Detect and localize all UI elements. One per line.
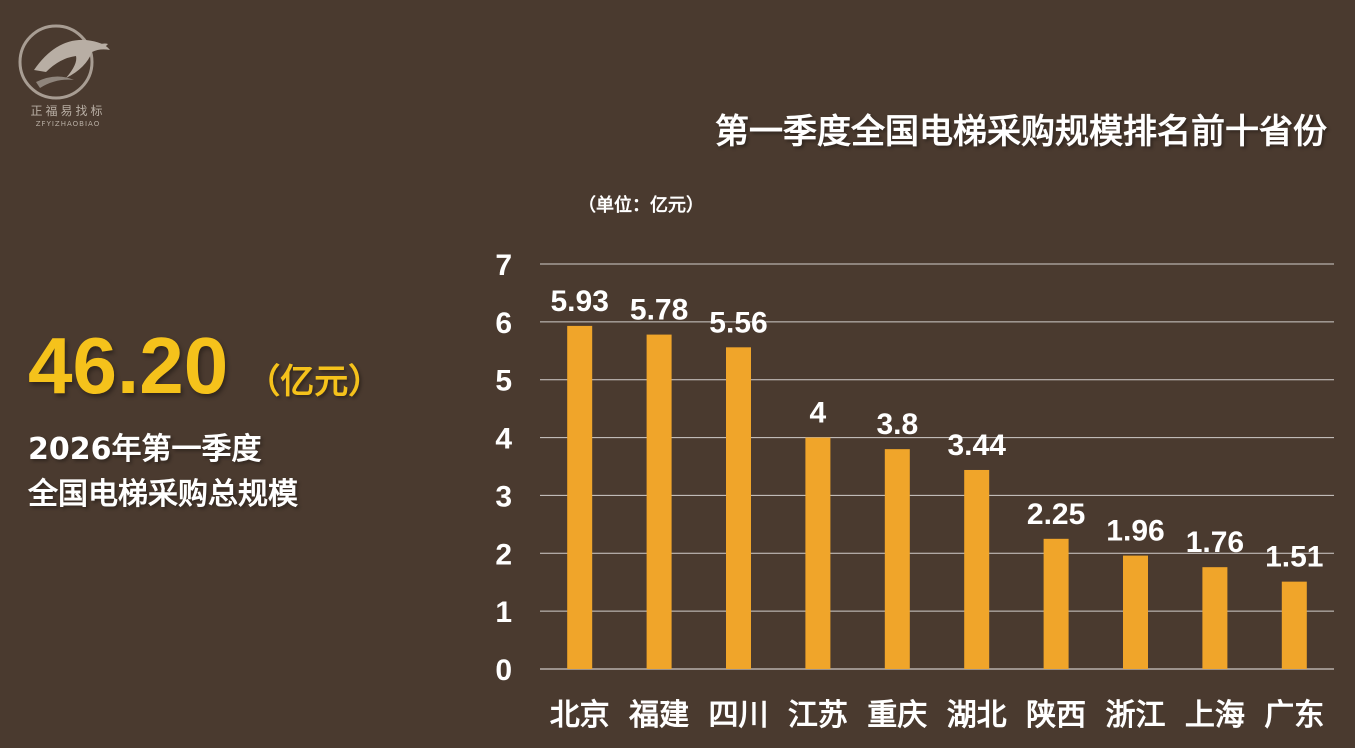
bar xyxy=(1281,581,1307,669)
data-label: 2.25 xyxy=(1027,498,1085,531)
data-label: 1.96 xyxy=(1106,515,1164,548)
x-tick-label: 陕西 xyxy=(1026,698,1086,733)
bar xyxy=(726,347,751,669)
bar xyxy=(805,437,831,669)
logo: 正福易找标 ZFYIZHAOBIAO xyxy=(16,18,120,130)
data-label: 3.44 xyxy=(948,429,1007,462)
y-tick-label: 3 xyxy=(495,480,512,513)
unit-label: （单位：亿元） xyxy=(578,195,704,216)
bar xyxy=(567,325,593,669)
x-tick-label: 四川 xyxy=(709,698,769,733)
y-tick-label: 4 xyxy=(495,423,512,456)
data-label: 1.51 xyxy=(1265,541,1323,574)
y-tick-label: 2 xyxy=(495,538,512,571)
x-tick-label: 江苏 xyxy=(788,698,848,733)
data-label: 4 xyxy=(810,397,827,430)
total-unit: （亿元） xyxy=(246,362,383,402)
y-tick-label: 6 xyxy=(495,307,512,340)
x-tick-label: 北京 xyxy=(550,698,610,733)
data-label: 5.93 xyxy=(551,285,609,318)
total-display: 46.20 （亿元） xyxy=(28,320,382,412)
x-tick-label: 上海 xyxy=(1185,698,1245,733)
logo-text: 正福易找标 xyxy=(30,104,106,118)
y-tick-label: 7 xyxy=(495,249,512,282)
summary-line-1: 2026年第一季度 xyxy=(28,432,262,467)
logo-subtext: ZFYIZHAOBIAO xyxy=(35,120,101,128)
y-tick-label: 1 xyxy=(495,596,512,629)
bar xyxy=(1123,555,1148,669)
x-tick-label: 浙江 xyxy=(1106,698,1166,733)
bar xyxy=(1043,538,1069,669)
data-label: 5.78 xyxy=(630,294,688,327)
bar xyxy=(964,469,990,669)
bar xyxy=(646,334,672,669)
x-tick-label: 广东 xyxy=(1264,698,1324,733)
y-tick-label: 0 xyxy=(495,654,512,687)
bar xyxy=(1202,567,1228,669)
y-tick-label: 5 xyxy=(495,365,512,398)
eagle-logo-icon xyxy=(18,24,110,100)
data-label: 1.76 xyxy=(1186,526,1244,559)
bar xyxy=(884,449,910,669)
x-tick-label: 福建 xyxy=(628,698,689,733)
x-tick-label: 湖北 xyxy=(947,698,1007,733)
summary-line-2: 全国电梯采购总规模 xyxy=(28,477,298,512)
data-label: 5.56 xyxy=(709,306,767,339)
x-tick-label: 重庆 xyxy=(867,698,927,733)
total-value: 46.20 xyxy=(28,321,229,410)
chart-title: 第一季度全国电梯采购规模排名前十省份 xyxy=(715,112,1327,152)
data-label: 3.8 xyxy=(876,408,918,441)
